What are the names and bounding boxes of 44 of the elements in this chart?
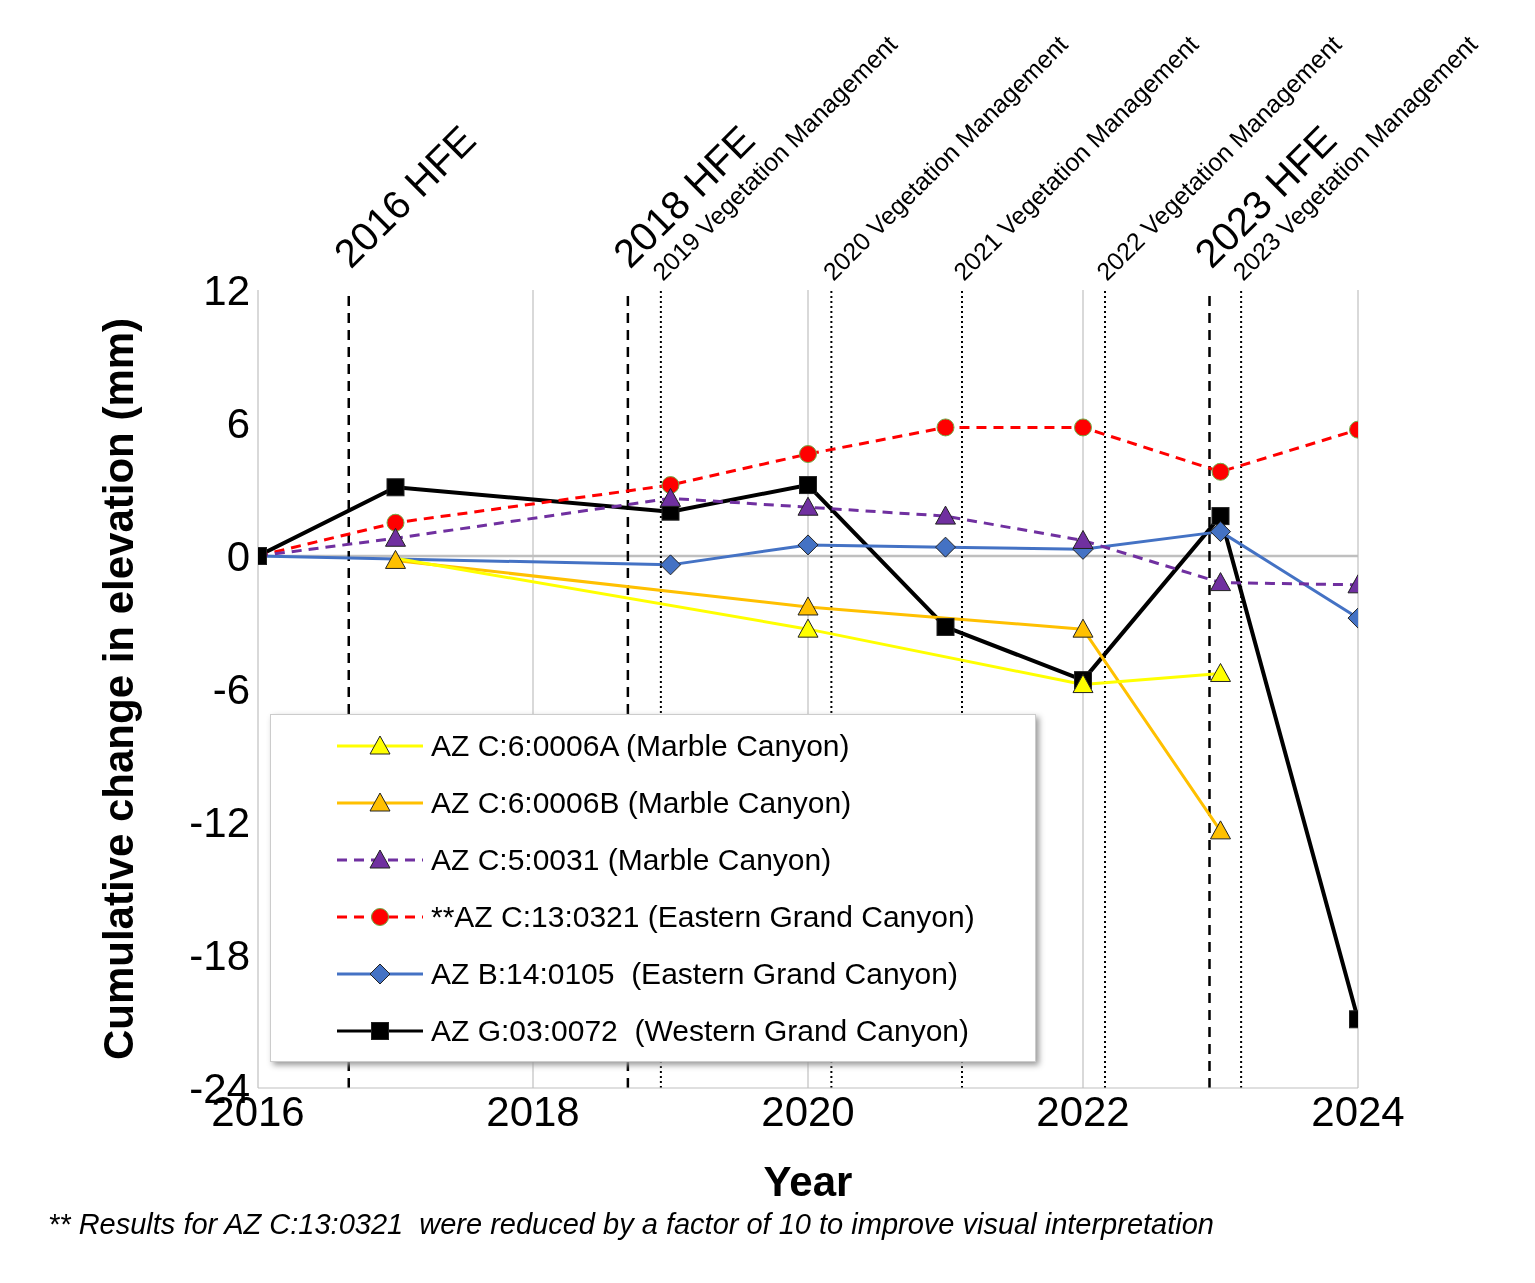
point	[799, 476, 817, 495]
point	[386, 513, 405, 532]
point	[1210, 521, 1231, 543]
point	[797, 596, 819, 616]
y-tick-label: 12	[203, 266, 250, 314]
point	[935, 505, 956, 525]
x-tick-label: 2020	[761, 1087, 855, 1135]
text: ** Results for AZ C:13:0321 were reduced by a factor of 10 to improve visual interpretation	[48, 1208, 1215, 1241]
point	[386, 478, 405, 497]
point	[799, 445, 817, 464]
x-axis-title: Year	[763, 1158, 853, 1205]
legend-label: **AZ C:13:0321 (Eastern Grand Canyon)	[431, 899, 975, 934]
point	[936, 418, 955, 437]
y-tick-label: 6	[226, 399, 250, 447]
legend-label: AZ G:03:0072 (Western Grand Canyon)	[431, 1013, 970, 1048]
point	[1210, 820, 1231, 840]
x-tick-label: 2018	[486, 1087, 580, 1135]
y-tick-label: -18	[189, 931, 250, 979]
point	[797, 534, 819, 556]
point	[660, 554, 681, 576]
legend-label: AZ C:5:0031 (Marble Canyon)	[431, 842, 832, 877]
point	[1072, 618, 1094, 638]
point	[385, 549, 406, 569]
point	[935, 536, 956, 558]
legend-label: AZ B:14:0105 (Eastern Grand Canyon)	[431, 956, 958, 991]
y-tick-label: 0	[226, 532, 250, 580]
point	[1072, 529, 1094, 549]
point	[797, 496, 819, 516]
point	[797, 618, 819, 638]
point	[936, 617, 955, 636]
y-tick-label: -6	[212, 665, 250, 713]
y-tick-label: -12	[189, 798, 250, 846]
y-axis-title: Cumulative change in elevation (mm)	[94, 317, 142, 1061]
point	[660, 487, 681, 507]
point	[1074, 418, 1092, 437]
x-tick-label: 2024	[1311, 1087, 1405, 1135]
point	[1210, 572, 1231, 592]
point	[1210, 662, 1231, 682]
x-tick-label: 2022	[1036, 1087, 1130, 1135]
point	[385, 527, 406, 547]
legend-label: AZ C:6:0006B (Marble Canyon)	[431, 785, 852, 820]
legend-label: AZ C:6:0006A (Marble Canyon)	[431, 728, 850, 763]
point	[1211, 462, 1230, 481]
point	[1211, 507, 1230, 526]
